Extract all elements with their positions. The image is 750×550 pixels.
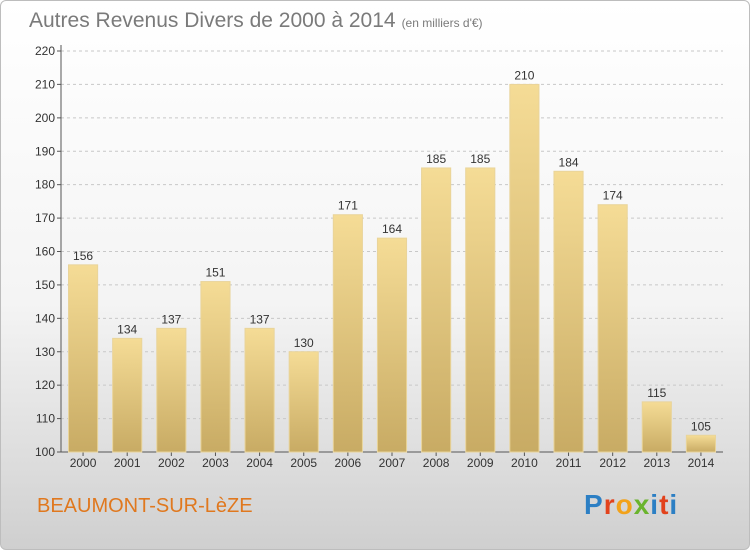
x-tick-label: 2000: [70, 456, 97, 470]
bar-2012: [597, 204, 628, 453]
bar-2006: [332, 214, 363, 453]
bar-2014: [685, 434, 716, 453]
chart-title-text: Autres Revenus Divers de 2000 à 2014: [29, 9, 396, 32]
x-tick-label: 2009: [467, 456, 494, 470]
y-tick-label: 110: [36, 412, 55, 426]
data-label: 210: [514, 68, 534, 82]
bar-2009: [465, 167, 496, 453]
labels: 156 2000 134 2001 137 2002 151 2003 137 2004 130 20…: [70, 68, 715, 470]
bar-2002: [156, 327, 187, 453]
bar-2005: [288, 351, 319, 453]
x-tick-label: 2007: [379, 456, 406, 470]
y-tick-label: 140: [35, 311, 55, 325]
bar-2004: [244, 327, 275, 453]
x-tick-label: 2001: [114, 456, 141, 470]
data-label: 185: [470, 152, 490, 166]
chart-unit: (en milliers d'€): [401, 16, 483, 30]
city-name: BEAUMONT-SUR-LèZE: [37, 495, 253, 517]
data-label: 185: [426, 152, 446, 166]
data-label: 115: [647, 386, 666, 400]
data-label: 156: [73, 249, 93, 263]
y-tick-label: 180: [35, 178, 55, 192]
bar-2003: [200, 281, 231, 453]
bar-2008: [421, 167, 452, 453]
bar-2013: [641, 401, 672, 453]
data-label: 151: [205, 266, 225, 280]
y-tick-label: 130: [35, 345, 55, 359]
data-label: 174: [603, 189, 623, 203]
bar-2001: [112, 337, 143, 453]
x-tick-label: 2011: [556, 456, 582, 470]
x-tick-label: 2005: [290, 456, 317, 470]
data-label: 137: [250, 312, 270, 326]
y-tick-label: 200: [35, 111, 55, 125]
y-tick-label: 210: [35, 77, 55, 91]
axes: 100 110 120 130 140 150 160 170 180 190 200 210 220: [35, 44, 723, 459]
x-tick-label: 2002: [158, 456, 185, 470]
x-tick-label: 2003: [202, 456, 229, 470]
proxiti-logo: Proxiti: [584, 489, 679, 520]
y-tick-label: 170: [35, 211, 55, 225]
x-tick-label: 2008: [423, 456, 450, 470]
bar-2011: [553, 170, 584, 453]
bar-2000: [68, 264, 99, 453]
y-tick-label: 100: [35, 445, 55, 459]
x-tick-label: 2006: [335, 456, 362, 470]
chart-title: Autres Revenus Divers de 2000 à 2014 (en …: [29, 9, 483, 33]
data-label: 105: [691, 419, 711, 433]
y-tick-label: 220: [35, 44, 55, 58]
bar-2007: [376, 237, 408, 453]
data-label: 134: [117, 322, 137, 336]
bar-2010: [509, 83, 540, 453]
y-tick-label: 120: [35, 378, 55, 392]
x-tick-label: 2014: [688, 456, 715, 470]
data-label: 137: [161, 312, 181, 326]
data-label: 171: [338, 199, 358, 213]
y-tick-label: 150: [35, 278, 55, 292]
bars: [68, 83, 716, 453]
y-tick-label: 190: [35, 144, 55, 158]
x-tick-label: 2004: [246, 456, 273, 470]
x-tick-label: 2013: [643, 456, 670, 470]
x-tick-label: 2012: [599, 456, 626, 470]
data-label: 164: [382, 222, 402, 236]
data-label: 130: [294, 336, 314, 350]
y-tick-label: 160: [35, 245, 55, 259]
data-label: 184: [559, 155, 579, 169]
x-tick-label: 2010: [511, 456, 538, 470]
